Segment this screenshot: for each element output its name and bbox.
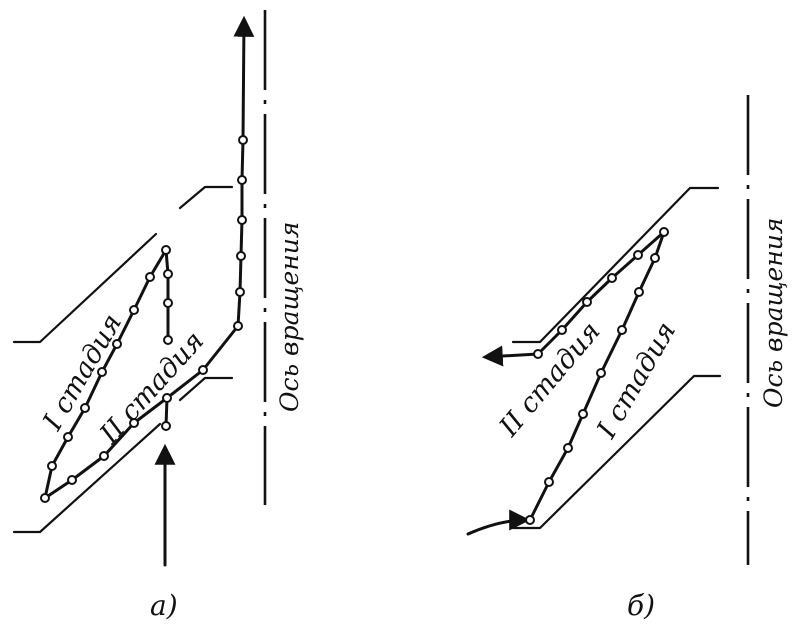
axis-label-a: Ось вращения [275, 222, 304, 412]
channel-walls-a [12, 185, 234, 534]
axis-label-b: Ось вращения [759, 218, 788, 408]
figure-a: I стадия II стадия Ось вращения а) [12, 10, 304, 622]
stage-2-label-b: II стадия [493, 316, 607, 443]
channel-walls-b [511, 186, 722, 530]
figure-b: II стадия I стадия Ось вращения б) [466, 95, 788, 622]
caption-a: а) [150, 589, 178, 622]
caption-b: б) [627, 589, 655, 622]
flow-nodes-a [40, 135, 248, 503]
flow-nodes-b [525, 227, 669, 525]
